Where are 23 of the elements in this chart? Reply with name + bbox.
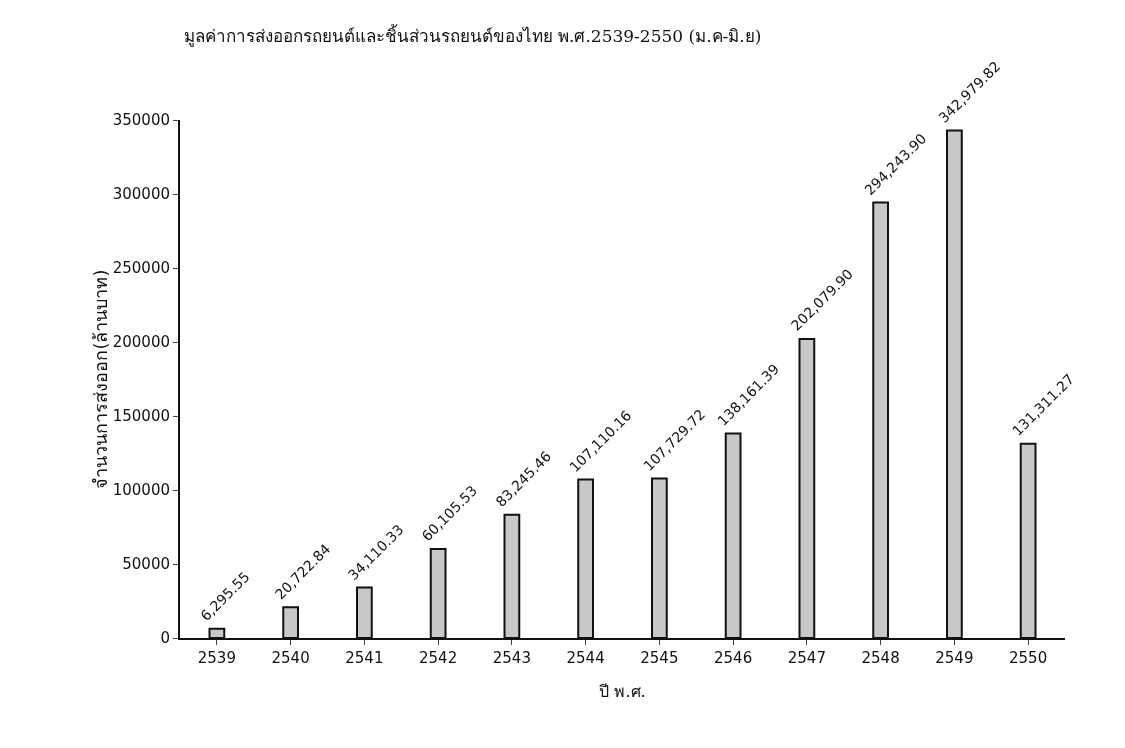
x-axis-title: ปี พ.ศ. <box>599 682 646 701</box>
x-tick-label: 2546 <box>714 649 753 667</box>
y-tick-label: 350000 <box>112 111 170 130</box>
chart-title: มูลค่าการส่งออกรถยนต์และชิ้นส่วนรถยนต์ของไทย พ.ศ.2539-2550 (ม.ค-มิ.ย) <box>183 23 762 47</box>
x-tick-label: 2548 <box>861 649 900 667</box>
x-tick-label: 2549 <box>935 649 974 667</box>
y-tick-label: 150000 <box>112 407 170 426</box>
x-tick-label: 2545 <box>640 649 679 667</box>
y-tick-label: 200000 <box>112 333 170 352</box>
y-tick-label: 50000 <box>122 555 170 574</box>
y-tick-label: 250000 <box>112 259 170 278</box>
y-axis-title: จำนวนการส่งออก(ล้านบาท) <box>89 269 111 489</box>
x-tick-label: 2544 <box>566 649 605 667</box>
x-tick-label: 2541 <box>345 649 384 667</box>
x-tick-label: 2539 <box>197 649 236 667</box>
y-tick-label: 0 <box>160 629 170 648</box>
x-tick-label: 2543 <box>492 649 531 667</box>
y-tick-label: 300000 <box>112 185 170 204</box>
x-tick-label: 2540 <box>271 649 310 667</box>
x-tick-label: 2542 <box>419 649 458 667</box>
x-tick-label: 2550 <box>1009 649 1048 667</box>
x-tick-label: 2547 <box>787 649 826 667</box>
y-tick-label: 100000 <box>112 481 170 500</box>
